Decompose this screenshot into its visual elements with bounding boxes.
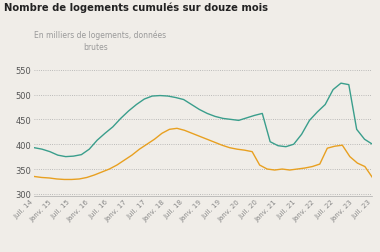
Text: brutes: brutes xyxy=(84,43,108,52)
Text: En milliers de logements, données: En milliers de logements, données xyxy=(34,30,166,40)
Text: Nombre de logements cumulés sur douze mois: Nombre de logements cumulés sur douze mo… xyxy=(4,3,268,13)
